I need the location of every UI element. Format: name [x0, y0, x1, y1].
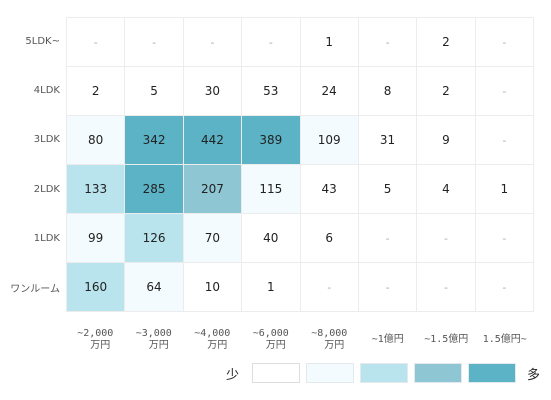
column-label: ~1億円 — [359, 328, 418, 352]
heatmap-cell: 285 — [125, 165, 184, 214]
heatmap-cell: - — [358, 18, 418, 67]
column-labels: ~2,000 万円 ~3,000 万円 ~4,000 万円 ~6,000 万円 ~8,000 万円… — [66, 328, 534, 352]
heatmap-cell: - — [475, 67, 534, 116]
heatmap-cell: - — [125, 18, 184, 67]
heatmap-cell: 115 — [242, 165, 301, 214]
legend-swatch — [306, 363, 355, 383]
heatmap-cell: - — [475, 263, 534, 312]
column-label-line: 万円 — [265, 340, 286, 351]
legend-swatches — [249, 363, 519, 383]
heatmap-cell: 80 — [67, 116, 126, 165]
heatmap-cell: - — [183, 18, 243, 67]
heatmap-cell: 99 — [67, 214, 126, 263]
heatmap-cell: - — [358, 214, 418, 263]
heatmap-cell: 160 — [67, 263, 126, 312]
column-label-line: ~3,000 — [135, 328, 172, 339]
row-label: ワンルーム — [10, 283, 60, 295]
row-label: 5LDK~ — [25, 36, 60, 48]
row-label: 4LDK — [33, 85, 60, 97]
heatmap-cell: 64 — [125, 263, 184, 312]
heatmap-cell: 2 — [67, 67, 126, 116]
heatmap-cell: 126 — [125, 214, 184, 263]
heatmap-cell: 53 — [242, 67, 301, 116]
column-label-line: 1.5億円~ — [482, 334, 527, 345]
heatmap-cell: 31 — [358, 116, 418, 165]
heatmap-cell: 1 — [300, 18, 359, 67]
heatmap-cell: 43 — [300, 165, 359, 214]
column-label: ~8,000 万円 — [300, 328, 359, 352]
legend-swatch — [468, 363, 517, 383]
column-label-line: 万円 — [207, 340, 228, 351]
heatmap-cell: - — [67, 18, 126, 67]
heatmap-cell: 1 — [475, 165, 534, 214]
heatmap-cell: - — [358, 263, 418, 312]
heatmap-cell: 442 — [183, 116, 243, 165]
heatmap-cell: 30 — [183, 67, 243, 116]
heatmap-cell: 8 — [358, 67, 418, 116]
column-label-line: ~2,000 — [77, 328, 114, 339]
row-label: 3LDK — [33, 134, 60, 146]
legend-high-label: 多 — [527, 367, 541, 383]
column-label: ~4,000 万円 — [183, 328, 242, 352]
column-label: ~3,000 万円 — [125, 328, 184, 352]
heatmap-cell: - — [475, 214, 534, 263]
heatmap-cell: 5 — [125, 67, 184, 116]
legend-swatch — [252, 363, 301, 383]
column-label-line: ~6,000 — [252, 328, 289, 339]
heatmap-cell: 1 — [242, 263, 301, 312]
heatmap-cell: 2 — [417, 67, 476, 116]
heatmap-cell: 342 — [125, 116, 184, 165]
row-label: 2LDK — [33, 183, 60, 195]
heatmap-cell: 109 — [300, 116, 359, 165]
row-label: 1LDK — [33, 232, 60, 244]
heatmap-cell: - — [242, 18, 301, 67]
heatmap-cell: 70 — [183, 214, 243, 263]
heatmap-cell: - — [300, 263, 359, 312]
heatmap-cell: 10 — [183, 263, 243, 312]
heatmap-cell: - — [475, 116, 534, 165]
heatmap-cell: 389 — [242, 116, 301, 165]
heatmap-cell: 133 — [67, 165, 126, 214]
heatmap-cell: 4 — [417, 165, 476, 214]
heatmap-cell: 9 — [417, 116, 476, 165]
column-label-line: ~1.5億円 — [424, 334, 469, 345]
column-label-line: 万円 — [148, 340, 169, 351]
column-label-line: 万円 — [90, 340, 111, 351]
row-labels: 5LDK~ 4LDK 3LDK 2LDK 1LDK ワンルーム — [0, 17, 62, 312]
column-label-line: 万円 — [324, 340, 345, 351]
column-label-line: ~4,000 — [194, 328, 231, 339]
heatmap-cell: - — [475, 18, 534, 67]
legend: 少 多 — [226, 362, 540, 384]
column-label-line: ~8,000 — [311, 328, 348, 339]
heatmap-cell: 207 — [183, 165, 243, 214]
heatmap-cell: 5 — [358, 165, 418, 214]
heatmap-cell: - — [417, 214, 476, 263]
column-label: ~1.5億円 — [417, 328, 476, 352]
legend-swatch — [360, 363, 409, 383]
column-label: ~6,000 万円 — [242, 328, 301, 352]
heatmap-cell: 6 — [300, 214, 359, 263]
column-label-line: ~1億円 — [371, 334, 404, 345]
heatmap-cell: 40 — [242, 214, 301, 263]
heatmap-cell: - — [417, 263, 476, 312]
column-label: ~2,000 万円 — [66, 328, 125, 352]
heatmap-cell: 24 — [300, 67, 359, 116]
heatmap-grid: - - - -1-2-2 5 30 53 24 8 2-80 342 442 389 109 31 9-133… — [66, 17, 534, 312]
legend-low-label: 少 — [226, 367, 240, 383]
legend-swatch — [414, 363, 463, 383]
column-label: 1.5億円~ — [476, 328, 535, 352]
heatmap-cell: 2 — [417, 18, 476, 67]
